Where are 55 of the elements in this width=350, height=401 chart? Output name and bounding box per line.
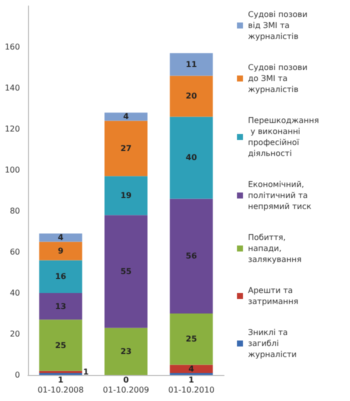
bar <box>104 176 148 216</box>
data-label: 40 <box>186 153 198 162</box>
data-label: 9 <box>58 246 64 256</box>
bar <box>170 198 213 314</box>
data-label: 27 <box>120 144 132 153</box>
bar <box>104 120 148 176</box>
data-label: 11 <box>186 60 198 69</box>
data-label: 0 <box>123 376 130 384</box>
data-label: 20 <box>186 92 198 101</box>
data-label: 16 <box>55 272 67 282</box>
bar <box>104 112 148 121</box>
bar <box>39 293 82 320</box>
data-label: 4 <box>58 233 64 242</box>
legend-label: Судові позови від ЗМІ та журналістів <box>248 10 310 41</box>
data-label: 56 <box>186 252 198 261</box>
bar <box>39 260 82 293</box>
legend-label: Перешкоджання у виконанні професійної діяльності <box>248 116 320 158</box>
data-label: 4 <box>188 364 195 374</box>
data-label: 4 <box>123 112 130 122</box>
data-label: 1 <box>83 367 90 376</box>
legend-label: Судові позови до ЗМІ та журналістів <box>248 63 310 94</box>
data-label: 55 <box>120 266 132 276</box>
bar <box>170 314 213 365</box>
data-label: 19 <box>120 191 132 200</box>
bar <box>170 116 213 199</box>
legend-label: Економічний, політичний та непрямий тиск <box>248 180 312 211</box>
legend-label: Арешти та затримання <box>248 286 298 306</box>
data-label: 1 <box>188 376 195 384</box>
y-tick-label: 0 <box>14 370 20 380</box>
y-tick-label: 140 <box>4 84 20 92</box>
y-tick-label: 20 <box>10 330 20 338</box>
y-tick-label: 120 <box>4 124 20 134</box>
y-tick-label: 100 <box>4 166 20 174</box>
bar <box>170 364 213 373</box>
data-label: 13 <box>55 302 66 311</box>
x-tick-label: 01-10.2008 <box>38 386 84 394</box>
data-label: 25 <box>186 334 198 344</box>
x-tick-label: 01-10.2010 <box>168 386 214 394</box>
y-tick-label: 40 <box>10 288 20 298</box>
legend-label: Побиття, напади, залякування <box>248 233 302 264</box>
bar <box>104 328 148 375</box>
legend-label: Зниклі та загиблі журналісти <box>248 328 297 359</box>
bar <box>39 242 82 260</box>
bar <box>39 320 82 371</box>
data-label: 1 <box>58 376 64 384</box>
bar <box>170 76 213 117</box>
data-label: 25 <box>55 340 67 350</box>
y-tick-label: 60 <box>10 248 20 256</box>
x-tick-label: 01-10.2009 <box>102 386 150 394</box>
bar <box>104 215 148 328</box>
y-tick-label: 160 <box>4 42 20 52</box>
data-label: 23 <box>120 346 132 356</box>
y-tick-label: 80 <box>10 206 20 216</box>
bar <box>170 53 213 76</box>
bar <box>39 234 82 242</box>
